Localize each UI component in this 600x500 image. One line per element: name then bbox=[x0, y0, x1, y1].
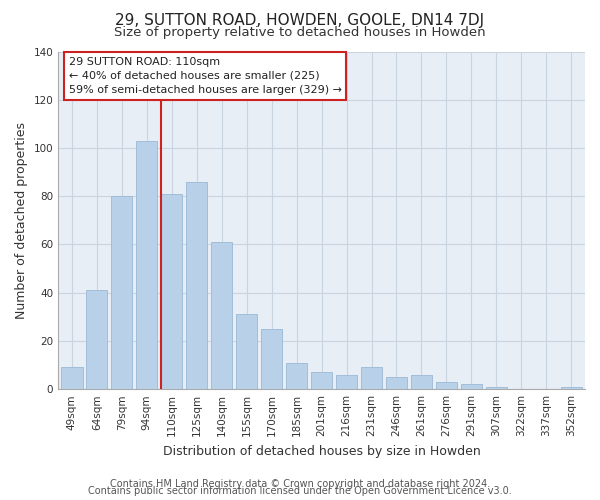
Text: 29 SUTTON ROAD: 110sqm
← 40% of detached houses are smaller (225)
59% of semi-de: 29 SUTTON ROAD: 110sqm ← 40% of detached… bbox=[69, 56, 342, 96]
Text: Contains public sector information licensed under the Open Government Licence v3: Contains public sector information licen… bbox=[88, 486, 512, 496]
X-axis label: Distribution of detached houses by size in Howden: Distribution of detached houses by size … bbox=[163, 444, 481, 458]
Bar bbox=[111, 196, 133, 389]
Bar bbox=[311, 372, 332, 389]
Bar bbox=[436, 382, 457, 389]
Text: 29, SUTTON ROAD, HOWDEN, GOOLE, DN14 7DJ: 29, SUTTON ROAD, HOWDEN, GOOLE, DN14 7DJ bbox=[115, 12, 485, 28]
Bar bbox=[136, 140, 157, 389]
Bar bbox=[161, 194, 182, 389]
Bar bbox=[411, 374, 432, 389]
Y-axis label: Number of detached properties: Number of detached properties bbox=[15, 122, 28, 319]
Bar bbox=[461, 384, 482, 389]
Bar bbox=[560, 387, 582, 389]
Bar bbox=[486, 387, 507, 389]
Text: Contains HM Land Registry data © Crown copyright and database right 2024.: Contains HM Land Registry data © Crown c… bbox=[110, 479, 490, 489]
Text: Size of property relative to detached houses in Howden: Size of property relative to detached ho… bbox=[114, 26, 486, 39]
Bar bbox=[361, 368, 382, 389]
Bar bbox=[61, 368, 83, 389]
Bar bbox=[236, 314, 257, 389]
Bar bbox=[336, 374, 357, 389]
Bar bbox=[186, 182, 208, 389]
Bar bbox=[211, 242, 232, 389]
Bar bbox=[261, 329, 282, 389]
Bar bbox=[86, 290, 107, 389]
Bar bbox=[286, 362, 307, 389]
Bar bbox=[386, 377, 407, 389]
